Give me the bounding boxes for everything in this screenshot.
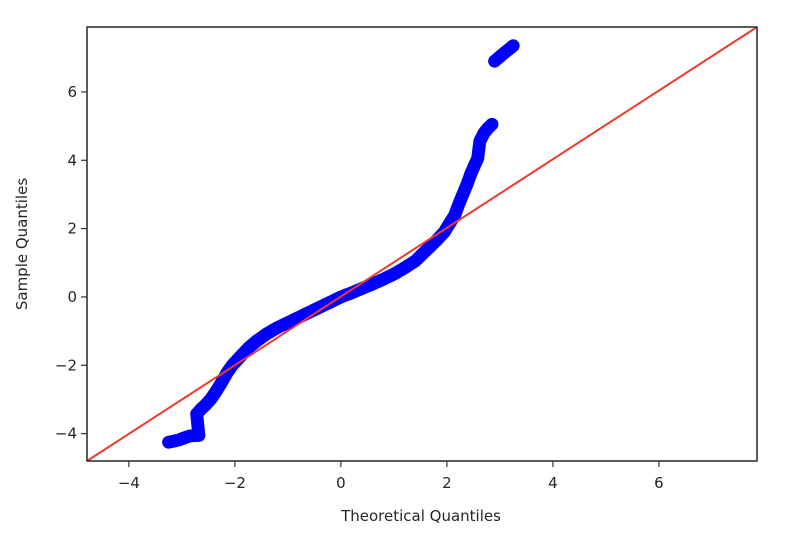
x-tick-label: 2 <box>442 474 452 492</box>
y-tick-label: −2 <box>55 356 77 374</box>
x-tick-label: −2 <box>224 474 246 492</box>
x-tick-label: 6 <box>654 474 664 492</box>
data-point <box>485 117 499 131</box>
y-tick-label: 0 <box>67 288 77 306</box>
x-axis-label: Theoretical Quantiles <box>340 507 501 525</box>
y-axis-label: Sample Quantiles <box>13 178 31 310</box>
y-tick-label: 6 <box>67 83 77 101</box>
x-axis-ticks: −4 −2 0 2 4 6 <box>118 461 664 492</box>
y-tick-label: −4 <box>55 425 77 443</box>
data-point <box>506 39 520 53</box>
y-axis-ticks: −4 −2 0 2 4 6 <box>55 83 87 443</box>
x-tick-label: −4 <box>118 474 140 492</box>
reference-line <box>87 27 757 461</box>
plot-frame <box>86 26 758 462</box>
data-points <box>162 39 520 449</box>
y-tick-label: 4 <box>67 151 77 169</box>
reference-line-segment <box>87 27 757 461</box>
y-tick-label: 2 <box>67 220 77 238</box>
plot-area <box>86 26 758 462</box>
x-tick-label: 0 <box>336 474 346 492</box>
x-tick-label: 4 <box>548 474 558 492</box>
